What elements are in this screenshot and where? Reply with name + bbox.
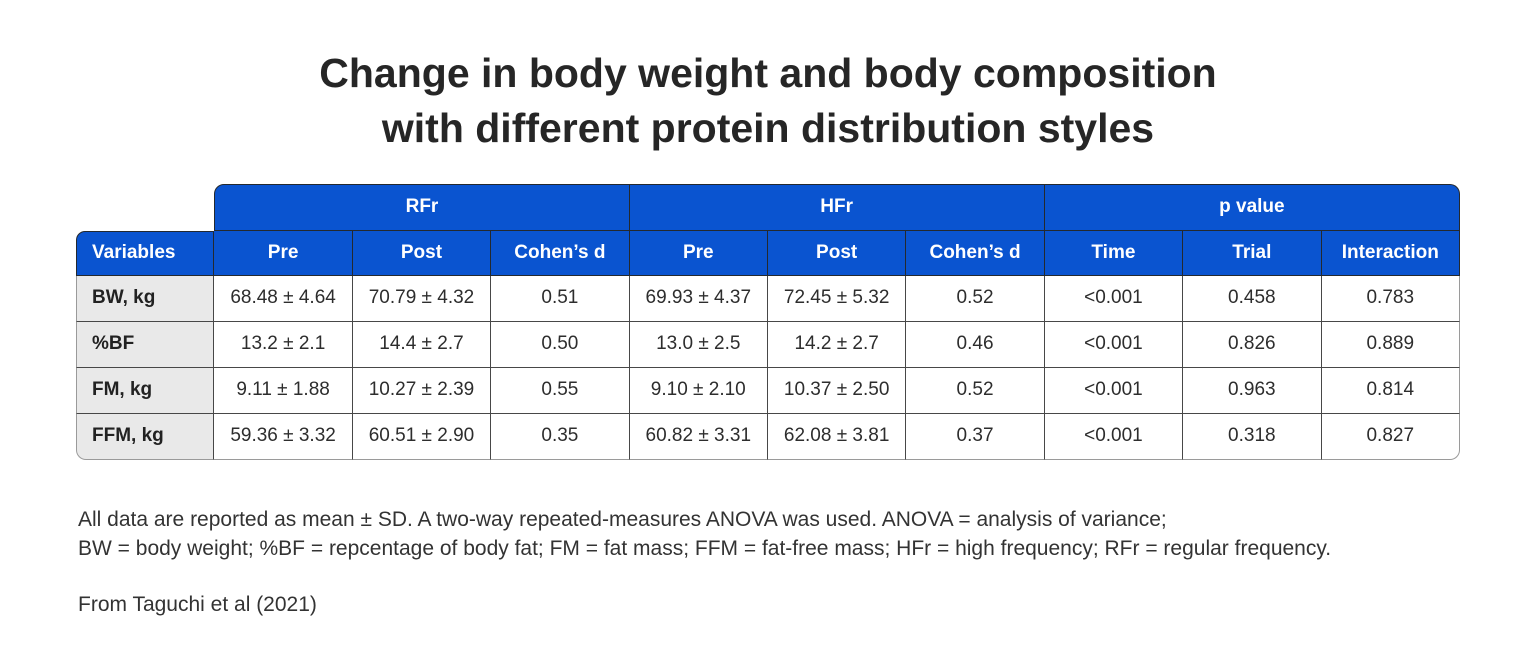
table-cell: 14.2 ± 2.7 [767, 321, 907, 368]
footnotes: All data are reported as mean ± SD. A tw… [78, 506, 1476, 564]
table-cell: 0.52 [906, 275, 1045, 322]
table-cell: <0.001 [1044, 367, 1184, 414]
column-header-rfr-post: Post [352, 230, 492, 276]
column-header-rfr-pre: Pre [214, 230, 353, 276]
column-header-row: Variables Pre Post Cohen’s d Pre Post Co… [76, 230, 1460, 276]
page-title-line-1: Change in body weight and body compositi… [319, 50, 1217, 96]
row-header-bw-kg: BW, kg [76, 275, 215, 322]
table-cell: 0.35 [491, 413, 630, 460]
table-cell: 59.36 ± 3.32 [214, 413, 353, 460]
table-cell: 0.783 [1321, 275, 1460, 322]
results-table: RFr HFr p value Variables Pre Post Cohen… [76, 183, 1460, 460]
table-cell: 0.37 [906, 413, 1045, 460]
group-header-p-value: p value [1044, 183, 1460, 231]
table-cell: 13.0 ± 2.5 [629, 321, 768, 368]
table-cell: 70.79 ± 4.32 [352, 275, 492, 322]
footnote-line-1: All data are reported as mean ± SD. A tw… [78, 507, 1167, 531]
page-title-line-2: with different protein distribution styl… [381, 105, 1155, 152]
table-cell: 0.52 [906, 367, 1045, 414]
table-cell: 0.814 [1321, 367, 1460, 414]
page-title: Change in body weight and body compositi… [0, 0, 1536, 157]
column-header-rfr-cohens-d: Cohen’s d [491, 230, 630, 276]
column-header-trial: Trial [1183, 230, 1322, 276]
column-header-interaction: Interaction [1321, 230, 1460, 276]
source-citation: From Taguchi et al (2021) [78, 592, 317, 616]
group-header-hfr: HFr [629, 183, 1045, 231]
group-header-spacer [76, 184, 214, 231]
group-header-rfr: RFr [214, 183, 630, 231]
table-cell: 14.4 ± 2.7 [352, 321, 492, 368]
table-cell: 9.10 ± 2.10 [629, 367, 768, 414]
column-header-hfr-cohens-d: Cohen’s d [906, 230, 1045, 276]
table-row-ffm: FFM, kg 59.36 ± 3.32 60.51 ± 2.90 0.35 6… [76, 413, 1460, 460]
table-cell: 10.37 ± 2.50 [767, 367, 907, 414]
table-cell: 0.318 [1183, 413, 1322, 460]
table-row-fm: FM, kg 9.11 ± 1.88 10.27 ± 2.39 0.55 9.1… [76, 367, 1460, 414]
row-header-percent-bf: %BF [76, 321, 215, 368]
table-cell: 0.55 [491, 367, 630, 414]
table-cell: <0.001 [1044, 413, 1184, 460]
footnote-line-2: BW = body weight; %BF = repcentage of bo… [78, 536, 1332, 560]
table-cell: 0.50 [491, 321, 630, 368]
table-cell: 0.963 [1183, 367, 1322, 414]
table-cell: 10.27 ± 2.39 [352, 367, 492, 414]
column-header-variables: Variables [76, 230, 215, 276]
table-cell: 9.11 ± 1.88 [214, 367, 353, 414]
table-cell: <0.001 [1044, 321, 1184, 368]
table-cell: 0.458 [1183, 275, 1322, 322]
table-row-bf: %BF 13.2 ± 2.1 14.4 ± 2.7 0.50 13.0 ± 2.… [76, 321, 1460, 368]
row-header-fm-kg: FM, kg [76, 367, 215, 414]
table-cell: 69.93 ± 4.37 [629, 275, 768, 322]
table-cell: 62.08 ± 3.81 [767, 413, 907, 460]
column-header-time: Time [1044, 230, 1184, 276]
table-cell: 0.827 [1321, 413, 1460, 460]
table-cell: 60.51 ± 2.90 [352, 413, 492, 460]
table-cell: 60.82 ± 3.31 [629, 413, 768, 460]
table-cell: 0.46 [906, 321, 1045, 368]
table-cell: 0.51 [491, 275, 630, 322]
table-cell: 13.2 ± 2.1 [214, 321, 353, 368]
column-header-hfr-post: Post [767, 230, 907, 276]
table-cell: <0.001 [1044, 275, 1184, 322]
table-cell: 72.45 ± 5.32 [767, 275, 907, 322]
table-cell: 68.48 ± 4.64 [214, 275, 353, 322]
group-header-row: RFr HFr p value [76, 183, 1460, 231]
table-row-bw: BW, kg 68.48 ± 4.64 70.79 ± 4.32 0.51 69… [76, 275, 1460, 322]
table-cell: 0.889 [1321, 321, 1460, 368]
row-header-ffm-kg: FFM, kg [76, 413, 215, 460]
column-header-hfr-pre: Pre [629, 230, 768, 276]
table-cell: 0.826 [1183, 321, 1322, 368]
